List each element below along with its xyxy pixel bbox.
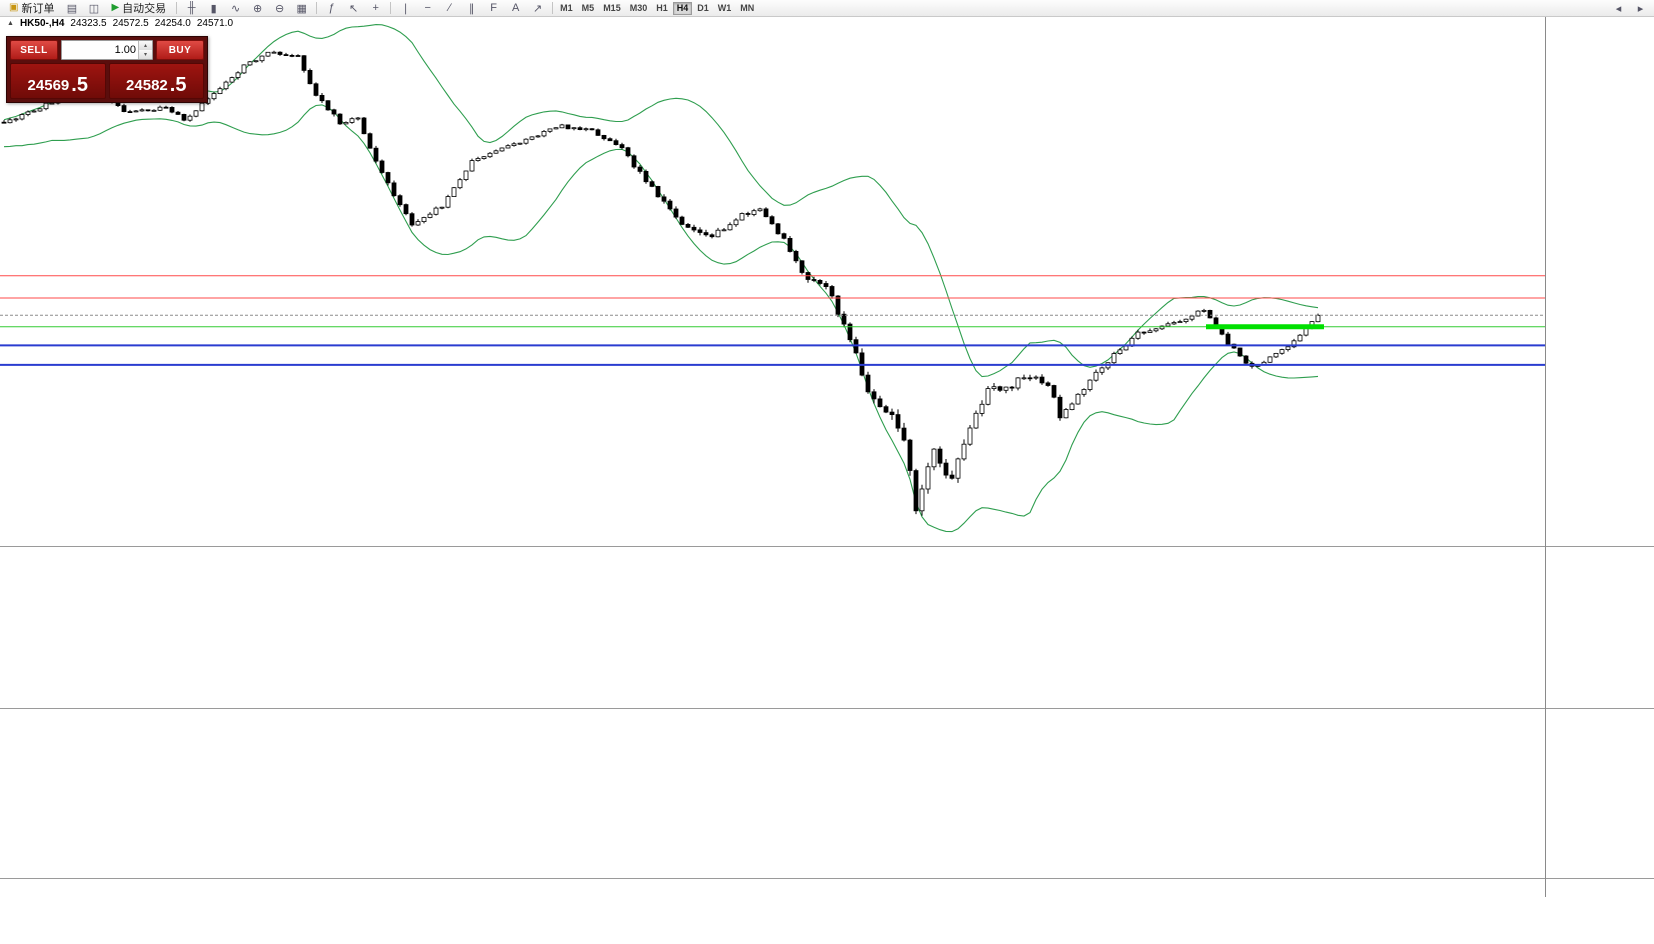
- chart-background: [0, 17, 1654, 944]
- sell-price-fraction: .5: [71, 74, 88, 96]
- new-order-icon: ▣: [9, 2, 19, 13]
- timeframe-m15-button[interactable]: M15: [603, 3, 621, 13]
- indicators-button[interactable]: ƒ: [328, 2, 335, 14]
- bar-chart-button[interactable]: ╫: [187, 2, 196, 14]
- quote-open: 24323.5: [70, 18, 107, 29]
- toolbar-separator: [176, 2, 178, 14]
- timeframe-m1-button[interactable]: M1: [560, 3, 573, 13]
- autotrading-button-label: 自动交易: [122, 3, 167, 15]
- buy-button[interactable]: BUY: [156, 40, 204, 60]
- timeframe-w1-button[interactable]: W1: [717, 3, 732, 13]
- sell-price: 24569: [27, 77, 70, 94]
- tile-windows-button[interactable]: ▦: [296, 2, 307, 15]
- timeframe-mn-button[interactable]: MN: [740, 3, 755, 13]
- autotrading-icon: ▶: [111, 2, 120, 13]
- arrow-tool-button[interactable]: ↗: [533, 2, 543, 15]
- toolbar-separator: [390, 2, 392, 14]
- horizontal-lines[interactable]: [0, 275, 1545, 366]
- toolbar-overflow-right-button[interactable]: ▸: [1637, 2, 1644, 15]
- toolbar-right: ◂ ▸: [1608, 0, 1651, 16]
- zoom-out-button[interactable]: ⊖: [275, 2, 285, 15]
- timeframe-h4-button[interactable]: H4: [672, 1, 693, 15]
- line-chart-button[interactable]: ∿: [231, 2, 241, 15]
- channel-button[interactable]: ∥: [468, 2, 475, 15]
- text-label-button[interactable]: A: [511, 2, 520, 14]
- buy-price-fraction: .5: [169, 74, 187, 96]
- timeframe-m30-button[interactable]: M30: [629, 3, 648, 13]
- timeframe-m5-button[interactable]: M5: [581, 3, 595, 13]
- symbol-timeframe-label: HK50-,H4: [19, 18, 65, 29]
- sell-button[interactable]: SELL: [10, 40, 58, 60]
- zoom-in-button[interactable]: ⊕: [253, 2, 263, 15]
- toolbar-items: ▣ 新订单 ▤ ◫ ▶ 自动交易 ╫ ▮ ∿ ⊕ ⊖ ▦ ƒ ↖ + ∣ − ∕ ∥ F A ↗: [3, 0, 556, 16]
- buy-price-button[interactable]: 24582 .5: [108, 63, 204, 99]
- timeframe-d1-button[interactable]: D1: [697, 3, 709, 13]
- toolbar-overflow-left-button[interactable]: ◂: [1615, 2, 1622, 15]
- volume-decrease-button[interactable]: ▾: [139, 50, 152, 59]
- quote-close: 24571.0: [196, 18, 234, 29]
- quote-high: 24572.5: [112, 18, 149, 29]
- chart-quote-header: ▲ HK50-,H4 24323.5 24572.5 24254.0 24571…: [7, 18, 233, 29]
- new-order-button-label: 新订单: [21, 3, 55, 15]
- toolbar: ▣ 新订单 ▤ ◫ ▶ 自动交易 ╫ ▮ ∿ ⊕ ⊖ ▦ ƒ ↖ + ∣ − ∕ ∥ F A ↗ M1 M5 M15 M30 H1…: [0, 0, 1654, 17]
- horizontal-line-button[interactable]: −: [424, 2, 431, 14]
- volume-box: ▴ ▾: [61, 40, 153, 60]
- crosshair-button[interactable]: +: [372, 2, 379, 14]
- cursor-button[interactable]: ↖: [349, 2, 359, 15]
- timeframe-group: M1 M5 M15 M30 H1 H4 D1 W1 MN: [556, 0, 758, 16]
- one-click-toggle-icon[interactable]: ▲: [7, 20, 14, 27]
- toolbar-separator: [552, 2, 554, 14]
- fibonacci-button[interactable]: F: [490, 2, 498, 14]
- buy-price: 24582: [126, 77, 168, 94]
- open-chart-button[interactable]: ▤: [66, 2, 78, 15]
- volume-spinner: ▴ ▾: [138, 41, 152, 59]
- quote-low: 24254.0: [154, 18, 191, 29]
- sell-price-button[interactable]: 24569 .5: [10, 63, 106, 99]
- one-click-trading-panel: SELL ▴ ▾ BUY 24569 .5 24582 .5: [6, 36, 208, 103]
- vertical-line-button[interactable]: ∣: [402, 2, 409, 15]
- profiles-button[interactable]: ◫: [88, 2, 100, 15]
- candlestick-button[interactable]: ▮: [210, 2, 217, 15]
- toolbar-separator: [316, 2, 318, 14]
- new-order-button[interactable]: ▣ 新订单: [3, 1, 60, 16]
- volume-increase-button[interactable]: ▴: [139, 41, 152, 50]
- volume-input[interactable]: [62, 41, 138, 59]
- autotrading-button[interactable]: ▶ 自动交易: [105, 1, 172, 16]
- timeframe-h1-button[interactable]: H1: [656, 3, 668, 13]
- trendline-button[interactable]: ∕: [448, 2, 451, 14]
